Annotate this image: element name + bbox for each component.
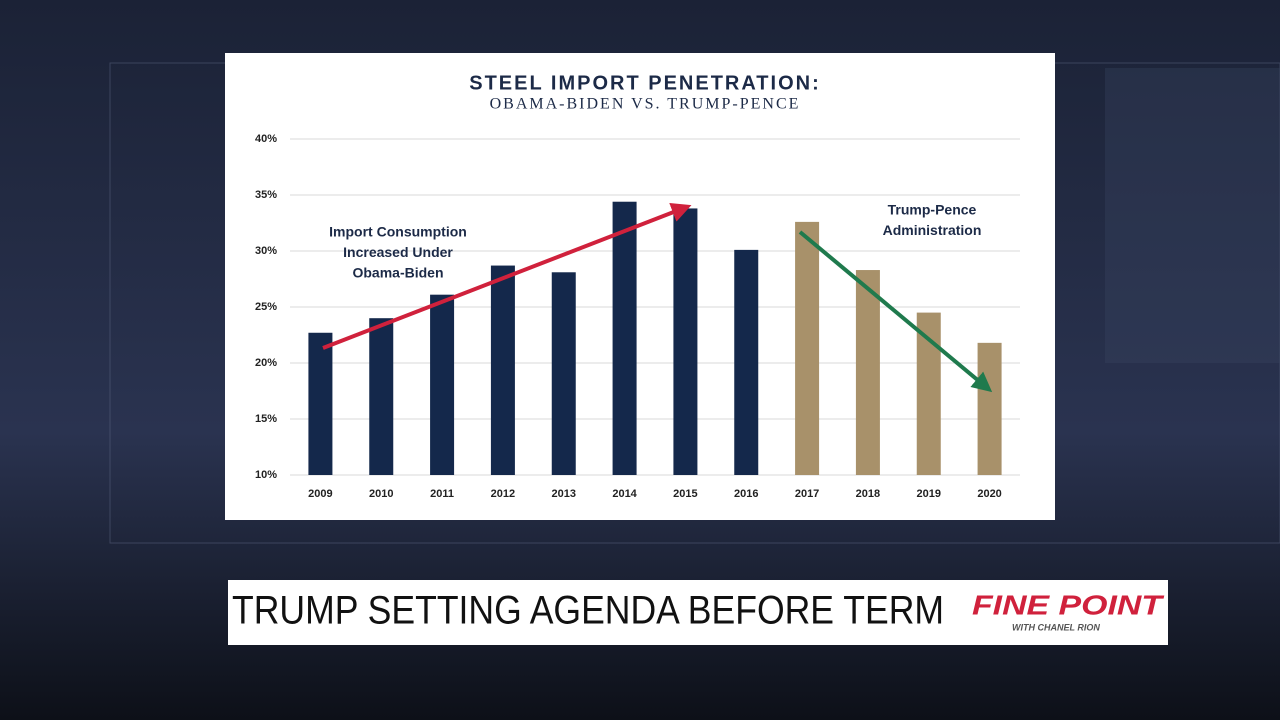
bar [855,270,880,475]
x-tick-label: 2013 [552,488,576,500]
bar [795,221,820,475]
y-tick-label: 40% [255,133,277,145]
y-tick-label: 25% [255,301,277,313]
chart-panel [225,53,1055,520]
bar [308,332,333,475]
y-tick-label: 15% [255,413,277,425]
x-tick-label: 2018 [856,488,880,500]
x-tick-label: 2017 [795,488,819,500]
x-tick-label: 2014 [612,488,637,500]
x-tick-label: 2012 [491,488,515,500]
x-tick-label: 2016 [734,488,758,500]
x-tick-label: 2011 [430,488,454,500]
bar [551,272,576,475]
trend-arrow [322,203,692,350]
headline: TRUMP SETTING AGENDA BEFORE TERM [232,589,944,633]
chart-subtitle: OBAMA-BIDEN VS. TRUMP-PENCE [490,96,801,113]
panel-decoration [1105,68,1280,363]
trend-arrow [798,230,993,393]
x-tick-label: 2010 [369,488,393,500]
y-tick-label: 30% [255,245,277,257]
bar [734,249,759,475]
annotation: Administration [883,222,982,238]
y-tick-label: 20% [255,357,277,369]
annotation: Trump-Pence [888,202,977,218]
y-tick-label: 10% [255,469,277,481]
logo-sub: WITH CHANEL RION [1012,622,1100,632]
bar [673,208,698,475]
x-tick-label: 2019 [917,488,941,500]
bar [490,265,515,475]
annotation: Import Consumption [329,224,467,240]
bar [369,318,394,475]
annotation: Increased Under [343,244,453,260]
x-tick-label: 2015 [673,488,697,500]
bar [612,201,637,475]
chart-title: STEEL IMPORT PENETRATION: [469,72,821,94]
y-tick-label: 35% [255,189,277,201]
lower-third [228,580,1168,645]
bar [977,342,1002,475]
x-tick-label: 2020 [977,488,1001,500]
logo: FINE POINT [972,589,1165,620]
bar [430,294,455,475]
annotation: Obama-Biden [352,265,443,281]
x-tick-label: 2009 [308,488,332,500]
